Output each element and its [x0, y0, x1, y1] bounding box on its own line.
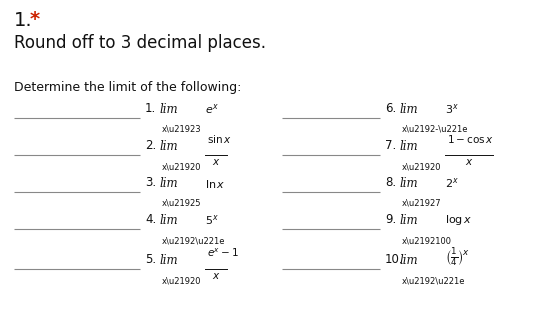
Text: $\sin x$: $\sin x$: [207, 133, 232, 145]
Text: x\u21920: x\u21920: [162, 162, 201, 171]
Text: $x$: $x$: [212, 157, 220, 167]
Text: $\left(\frac{1}{4}\right)^{\!x}$: $\left(\frac{1}{4}\right)^{\!x}$: [445, 246, 469, 268]
Text: lim: lim: [400, 103, 418, 116]
Text: 3.: 3.: [145, 176, 156, 189]
Text: x\u21927: x\u21927: [402, 199, 441, 208]
Text: 9.: 9.: [385, 213, 396, 226]
Text: $e^x - 1$: $e^x - 1$: [207, 247, 239, 259]
Text: $x$: $x$: [212, 271, 220, 281]
Text: x\u21923: x\u21923: [162, 125, 202, 134]
Text: $5^x$: $5^x$: [205, 213, 219, 227]
Text: 7.: 7.: [385, 139, 396, 152]
Text: *: *: [30, 10, 40, 29]
Text: $\ln x$: $\ln x$: [205, 178, 225, 190]
Text: 1.: 1.: [14, 10, 33, 29]
Text: x\u2192\u221e: x\u2192\u221e: [162, 236, 225, 245]
Text: $\log x$: $\log x$: [445, 213, 473, 227]
Text: x\u2192-\u221e: x\u2192-\u221e: [402, 125, 468, 134]
Text: 2.: 2.: [145, 139, 156, 152]
Text: Round off to 3 decimal places.: Round off to 3 decimal places.: [14, 34, 266, 52]
Text: x\u21925: x\u21925: [162, 199, 201, 208]
Text: 4.: 4.: [145, 213, 156, 226]
Text: $x$: $x$: [465, 157, 473, 167]
Text: lim: lim: [160, 214, 179, 227]
Text: $2^x$: $2^x$: [445, 176, 459, 190]
Text: 8.: 8.: [385, 176, 396, 189]
Text: x\u21920: x\u21920: [162, 276, 201, 285]
Text: 6.: 6.: [385, 102, 396, 115]
Text: $3^x$: $3^x$: [445, 102, 459, 116]
Text: lim: lim: [400, 214, 418, 227]
Text: lim: lim: [160, 103, 179, 116]
Text: lim: lim: [400, 254, 418, 267]
Text: lim: lim: [160, 254, 179, 267]
Text: lim: lim: [160, 177, 179, 190]
Text: 1.: 1.: [145, 102, 156, 115]
Text: x\u21920: x\u21920: [402, 162, 441, 171]
Text: 10.: 10.: [385, 253, 404, 266]
Text: x\u2192\u221e: x\u2192\u221e: [402, 276, 465, 285]
Text: $1 - \cos x$: $1 - \cos x$: [447, 133, 494, 145]
Text: lim: lim: [160, 140, 179, 153]
Text: lim: lim: [400, 140, 418, 153]
Text: Determine the limit of the following:: Determine the limit of the following:: [14, 80, 241, 93]
Text: lim: lim: [400, 177, 418, 190]
Text: x\u2192100: x\u2192100: [402, 236, 452, 245]
Text: 5.: 5.: [145, 253, 156, 266]
Text: $e^x$: $e^x$: [205, 102, 219, 116]
